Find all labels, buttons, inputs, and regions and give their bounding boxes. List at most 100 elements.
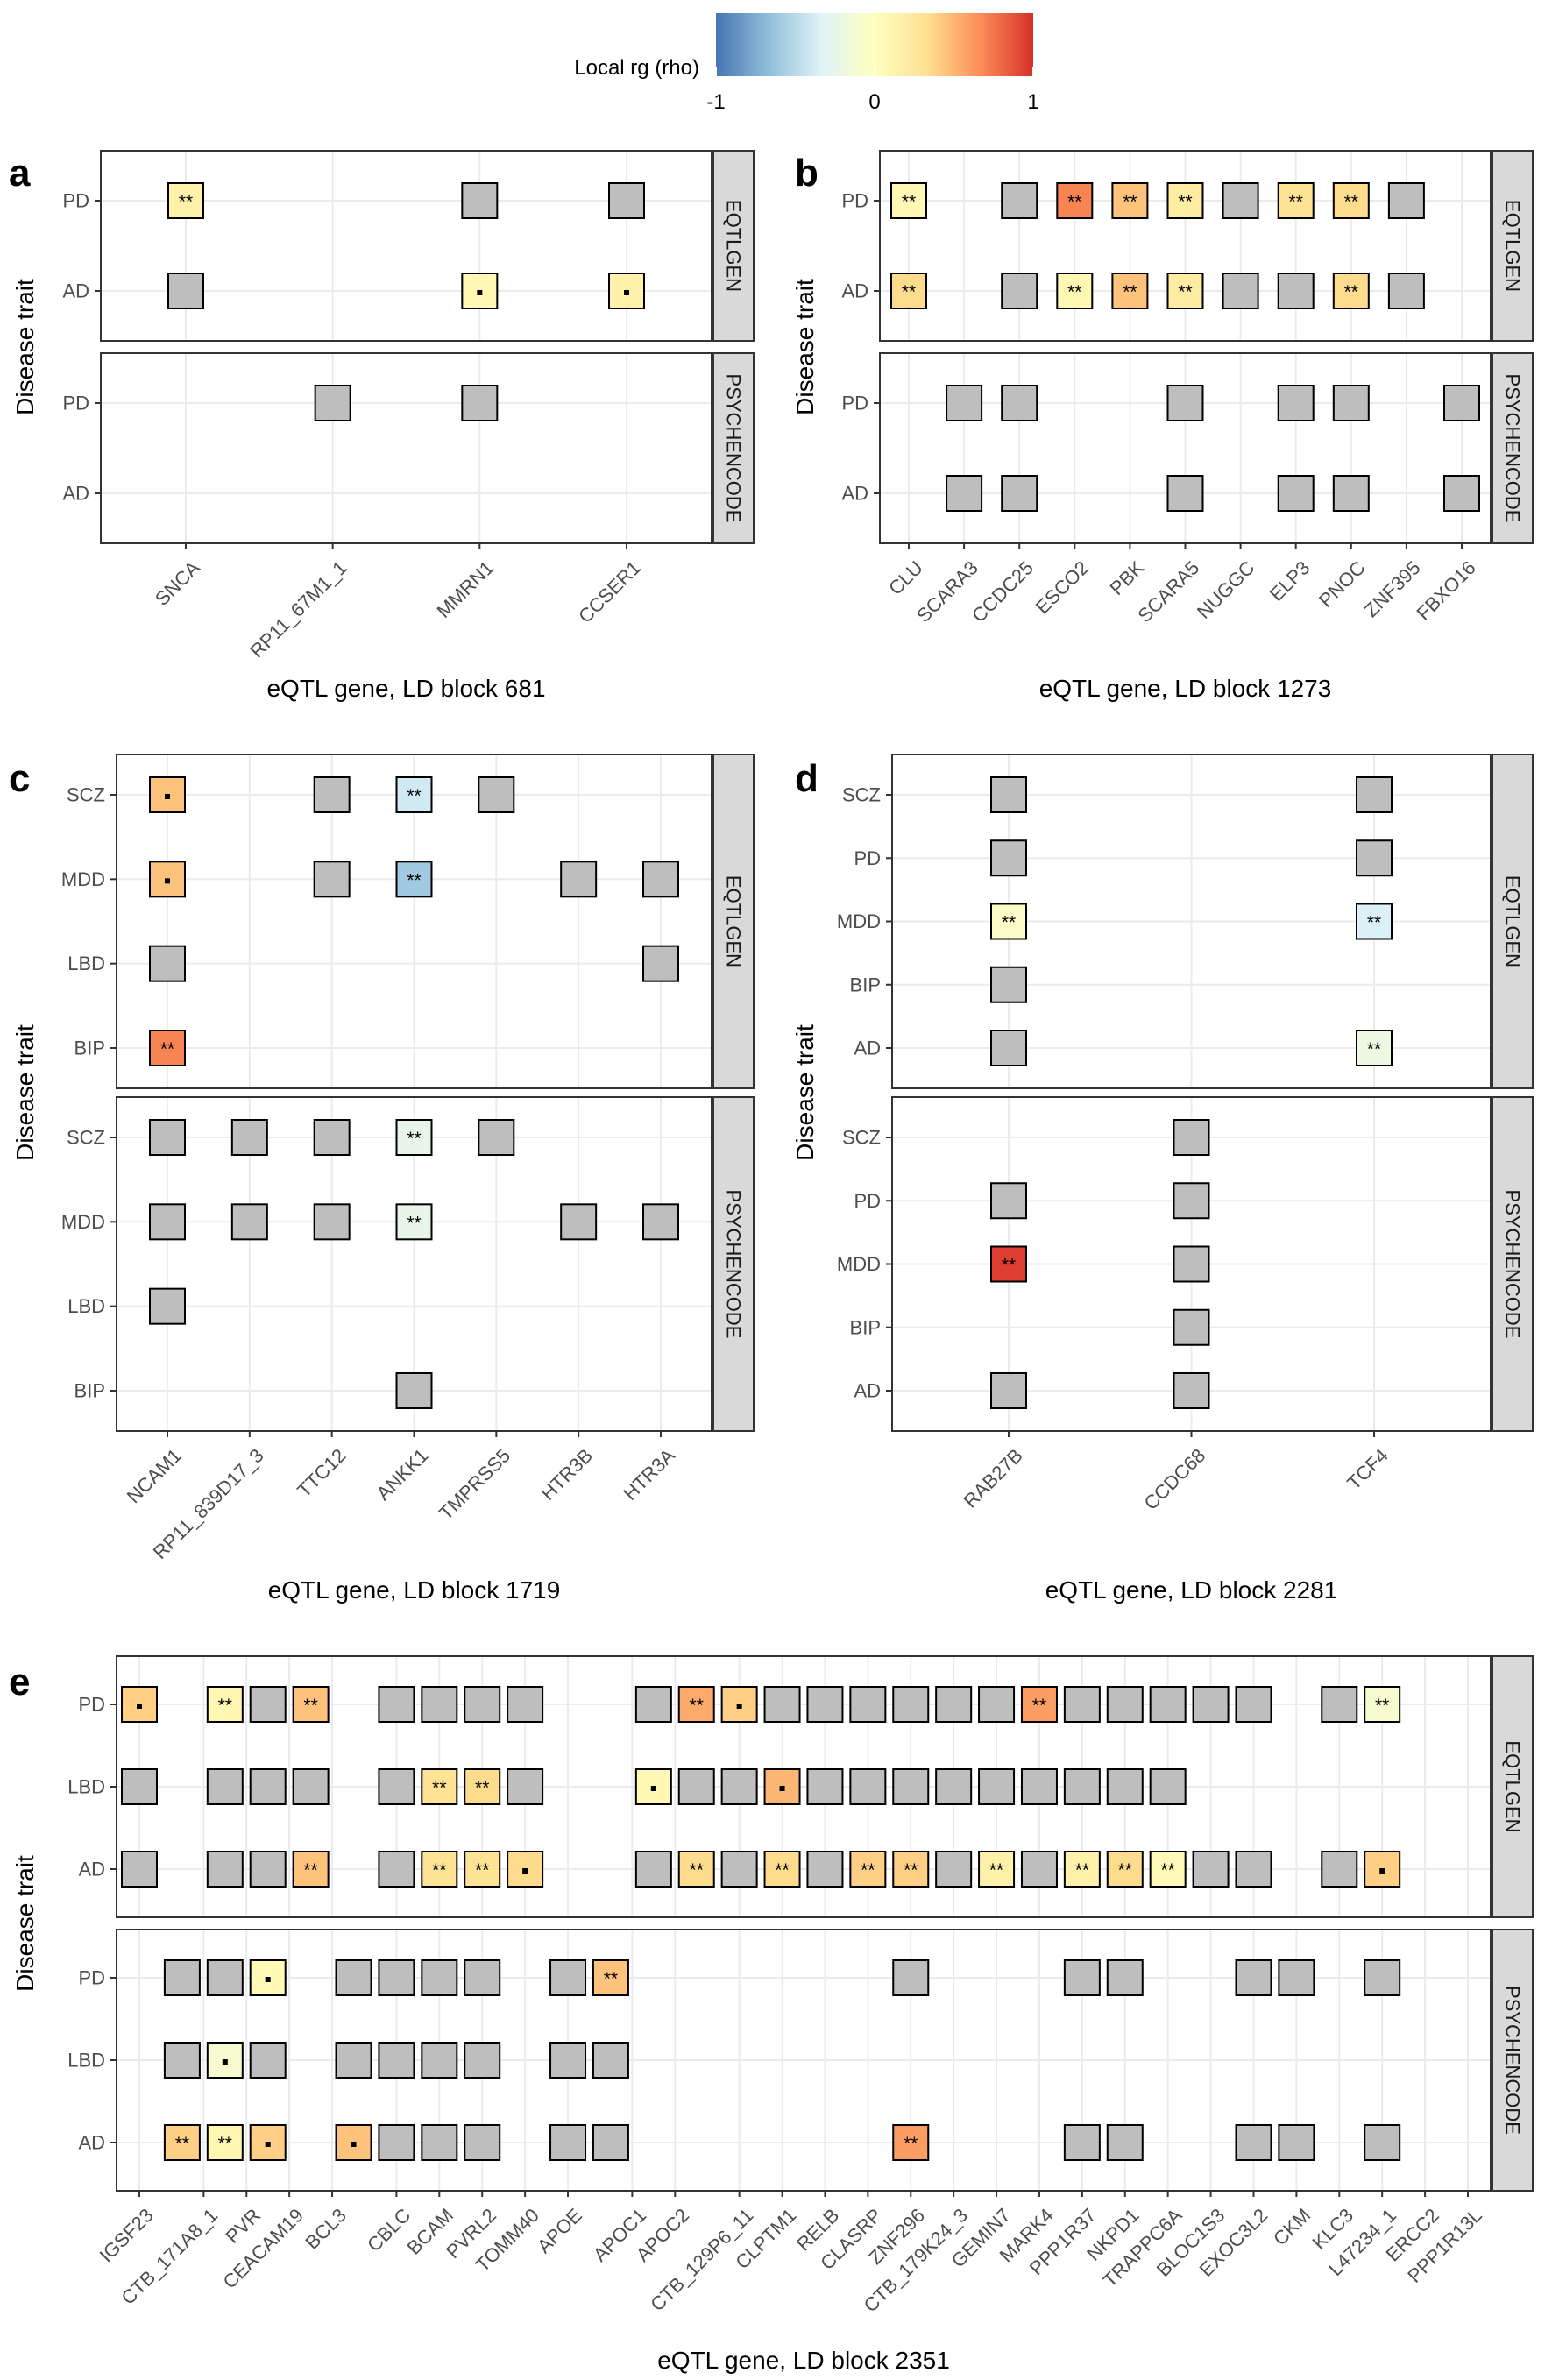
significance-label: ** xyxy=(1344,282,1358,302)
facet-psychencode: PSYCHENCODE SCZ PD MDD BIP AD ** xyxy=(837,1096,1534,1432)
cell-gene-ad: ** xyxy=(206,2124,244,2161)
panel-border xyxy=(116,754,712,1089)
cell-nkpd1-ad: ** xyxy=(1106,1851,1144,1888)
significance-label: ** xyxy=(1002,913,1016,933)
cell-gene-lbd xyxy=(292,1768,330,1805)
cell-square xyxy=(378,2124,415,2161)
facet-strip-label: PSYCHENCODE xyxy=(1502,374,1524,523)
panel-border xyxy=(879,150,1492,342)
cell-snca-pd: ** xyxy=(167,182,204,219)
panel-letter-a: a xyxy=(9,152,31,195)
cell-square xyxy=(1235,1686,1272,1723)
cell-ttc12-mdd xyxy=(313,1203,351,1241)
cell-square xyxy=(1149,1768,1187,1805)
significance-label: ** xyxy=(432,1778,446,1798)
y-tick-label: AD xyxy=(78,2132,105,2154)
cell-square xyxy=(121,1768,158,1805)
cell-square xyxy=(549,2124,587,2161)
cell-bloc1s3-ad xyxy=(1192,1851,1230,1888)
cell-square xyxy=(642,945,679,982)
cell-gene-ad: ** xyxy=(292,1851,330,1888)
cell-square xyxy=(990,966,1027,1003)
cell-square xyxy=(478,776,515,813)
significance-dot xyxy=(165,794,170,799)
cell-square xyxy=(892,1686,930,1723)
cell-rab27b-pd xyxy=(990,1182,1027,1220)
cell-esco2-ad: ** xyxy=(1056,273,1094,309)
cell-tmprss5-scz xyxy=(478,1119,515,1156)
cell-square xyxy=(1063,1959,1101,1996)
panel-c: c EQTLGEN SCZ MDD LBD BIP ** ** ** PSYCHENCODE SCZ… xyxy=(9,754,755,1604)
cell-square xyxy=(849,1768,887,1805)
y-tick-label: MDD xyxy=(61,1211,105,1233)
cell-square xyxy=(1192,1686,1230,1723)
cell-scara3-pd xyxy=(946,385,983,421)
cell-square xyxy=(1020,1851,1058,1888)
cell-square xyxy=(478,1119,515,1156)
facet-psychencode: PSYCHENCODE PD AD xyxy=(841,352,1534,544)
cell-znf296-pd xyxy=(892,1686,930,1723)
significance-label: ** xyxy=(303,1860,317,1881)
cell-square xyxy=(313,1203,351,1241)
cell-clasrp-ad: ** xyxy=(849,1851,887,1888)
cell-square xyxy=(946,475,983,512)
y-tick-label: BIP xyxy=(74,1380,105,1402)
facet-strip-label: EQTLGEN xyxy=(1502,200,1524,292)
cell-clptm1-lbd xyxy=(763,1768,801,1805)
cell-square xyxy=(464,1768,501,1805)
cell-gene-ad: ** xyxy=(677,1851,715,1888)
cell-ankk1-scz: ** xyxy=(395,776,433,813)
cell-gene-pd xyxy=(249,1959,287,1996)
cell-pvrl2-pd xyxy=(464,1686,501,1723)
cell-tmprss5-scz xyxy=(478,776,515,813)
x-tick-label: TCF4 xyxy=(1343,1444,1393,1494)
cell-square xyxy=(892,1851,930,1888)
cell-square xyxy=(978,1768,1016,1805)
cell-znf296-ad: ** xyxy=(892,2124,930,2161)
cell-scara3-ad xyxy=(946,475,983,512)
cell-square xyxy=(507,1686,544,1723)
cell-cblc-ad xyxy=(378,2124,415,2161)
significance-dot xyxy=(165,878,170,884)
cell-htr3b-mdd xyxy=(560,861,598,898)
cell-square xyxy=(1106,1959,1144,1996)
cell-clu-ad: ** xyxy=(890,273,927,309)
cell-pvrl2-lbd xyxy=(464,2042,501,2079)
x-tick-label: CEACAM19 xyxy=(218,2204,308,2293)
cell-bcam-lbd xyxy=(421,2042,458,2079)
facet-strip xyxy=(1492,150,1534,342)
facet-strip xyxy=(1492,1929,1534,2192)
cell-bcam-lbd: ** xyxy=(421,1768,458,1805)
cell-gene-lbd xyxy=(592,2042,629,2079)
cell-square xyxy=(1364,1686,1401,1723)
cell-mmrn1-pd xyxy=(461,182,499,219)
cell-square xyxy=(892,2124,930,2161)
y-tick-label: PD xyxy=(62,190,89,212)
significance-dot xyxy=(351,2142,357,2147)
y-tick-label: MDD xyxy=(61,868,105,890)
x-tick-label: PNOC xyxy=(1315,556,1370,612)
cell-square xyxy=(1001,273,1038,309)
cell-gene-pd: ** xyxy=(292,1686,330,1723)
cell-square xyxy=(990,776,1027,813)
panel-e: e EQTLGEN PD LBD AD ** ** ** ** ** ** ** ** ** ** ** ** *… xyxy=(9,1655,1534,2374)
cell-square xyxy=(763,1686,801,1723)
cell-cblc-lbd xyxy=(378,2042,415,2079)
cell-exoc3l2-ad xyxy=(1235,2124,1272,2161)
cell-square xyxy=(461,182,499,219)
cell-rp11-839d17-3-scz xyxy=(230,1119,268,1156)
x-tick-label: IGSF23 xyxy=(96,2204,158,2266)
cell-square xyxy=(1020,1768,1058,1805)
cell-rp11-839d17-3-mdd xyxy=(230,1203,268,1241)
facet-eqtlgen: EQTLGEN PD AD ** xyxy=(62,150,755,342)
cell-gene-lbd xyxy=(249,2042,287,2079)
cell-pnoc-pd: ** xyxy=(1332,182,1370,219)
cell-pvrl2-ad xyxy=(464,2124,501,2161)
x-tick-label: SNCA xyxy=(151,556,204,610)
cell-square xyxy=(313,776,351,813)
cell-mark4-ad xyxy=(1020,1851,1058,1888)
cell-ccdc25-ad xyxy=(1001,475,1038,512)
cell-klc3-ad xyxy=(1321,1851,1358,1888)
cell-ppp1r37-pd xyxy=(1063,1686,1101,1723)
cell-square xyxy=(549,1959,587,1996)
